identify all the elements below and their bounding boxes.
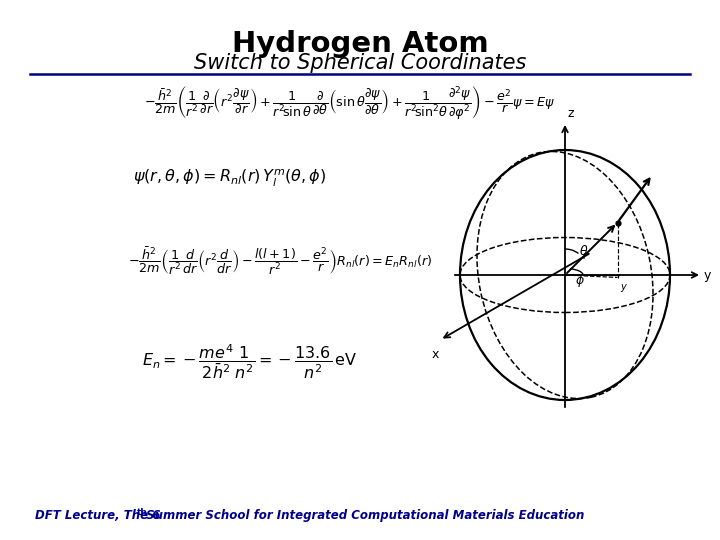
Text: x: x <box>432 348 439 361</box>
Text: DFT Lecture, The 6: DFT Lecture, The 6 <box>35 509 161 522</box>
Text: th: th <box>137 508 148 517</box>
Text: Hydrogen Atom: Hydrogen Atom <box>232 30 488 58</box>
Text: y: y <box>621 281 626 292</box>
Text: $\phi$: $\phi$ <box>575 272 585 289</box>
Text: z: z <box>568 107 575 120</box>
Text: $-\dfrac{\bar{h}^{2}}{2m}\left(\dfrac{1}{r^{2}}\dfrac{d}{dr}\left(r^{2}\dfrac{d}: $-\dfrac{\bar{h}^{2}}{2m}\left(\dfrac{1}… <box>128 245 432 276</box>
Text: $\psi(r,\theta,\phi) = R_{nl}(r)\,Y_{l}^{m}(\theta,\phi)$: $\psi(r,\theta,\phi) = R_{nl}(r)\,Y_{l}^… <box>133 168 327 189</box>
Text: r: r <box>583 251 588 261</box>
Text: y: y <box>704 268 711 281</box>
Text: $\theta$: $\theta$ <box>579 244 588 258</box>
Text: Summer School for Integrated Computational Materials Education: Summer School for Integrated Computation… <box>142 509 585 522</box>
Text: $-\dfrac{\bar{h}^{2}}{2m}\left(\dfrac{1}{r^{2}}\dfrac{\partial}{\partial r}\left: $-\dfrac{\bar{h}^{2}}{2m}\left(\dfrac{1}… <box>145 85 556 122</box>
Text: $E_{n} = -\dfrac{me^{4}}{2\bar{h}^{2}}\dfrac{1}{n^{2}} = -\dfrac{13.6}{n^{2}}\,\: $E_{n} = -\dfrac{me^{4}}{2\bar{h}^{2}}\d… <box>143 342 358 381</box>
Text: Switch to Spherical Coordinates: Switch to Spherical Coordinates <box>194 53 526 73</box>
